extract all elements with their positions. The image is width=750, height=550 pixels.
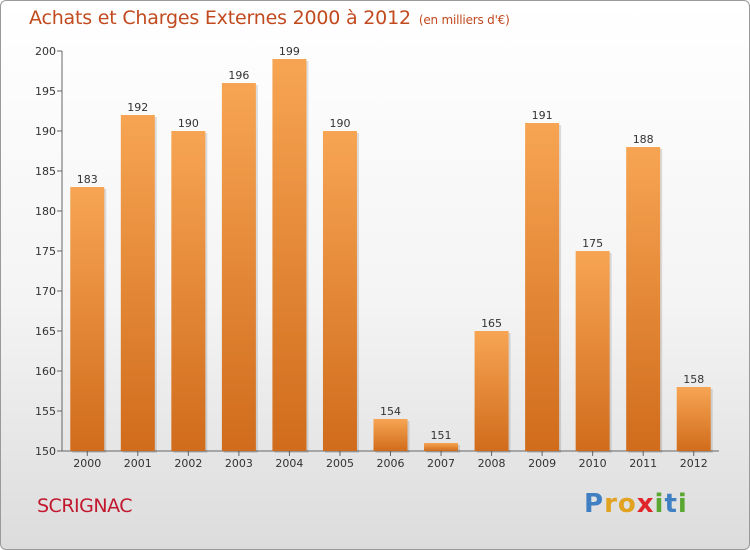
y-tick-label: 165 bbox=[35, 325, 56, 338]
y-tick-label: 195 bbox=[35, 85, 56, 98]
bar-value-label: 199 bbox=[279, 45, 300, 58]
x-tick-label: 2008 bbox=[478, 457, 506, 470]
x-tick-label: 2011 bbox=[629, 457, 657, 470]
proxiti-logo[interactable]: Proxiti bbox=[584, 489, 688, 519]
x-tick-label: 2009 bbox=[528, 457, 556, 470]
y-tick-label: 190 bbox=[35, 125, 56, 138]
logo-letter: r bbox=[604, 489, 618, 519]
y-tick-label: 180 bbox=[35, 205, 56, 218]
x-tick-label: 2004 bbox=[275, 457, 303, 470]
title-text: Achats et Charges Externes 2000 à 2012 bbox=[29, 7, 411, 29]
bars bbox=[70, 59, 713, 453]
bar bbox=[424, 443, 459, 451]
x-tick-label: 2002 bbox=[174, 457, 202, 470]
x-tick-label: 2006 bbox=[377, 457, 405, 470]
x-tick-label: 2003 bbox=[225, 457, 253, 470]
x-tick-label: 2001 bbox=[124, 457, 152, 470]
x-tick-label: 2012 bbox=[680, 457, 708, 470]
y-tick-label: 150 bbox=[35, 445, 56, 458]
logo-letter: i bbox=[654, 489, 665, 519]
bar-value-label: 190 bbox=[329, 117, 350, 130]
y-tick-label: 200 bbox=[35, 45, 56, 58]
y-tick-label: 170 bbox=[35, 285, 56, 298]
chart-title: Achats et Charges Externes 2000 à 2012 (e… bbox=[29, 7, 510, 29]
bar-value-label: 151 bbox=[431, 429, 452, 442]
labels: 183 2000 192 2001 190 2002 196 2003 199 2004 190 20… bbox=[73, 45, 707, 470]
y-tick-label: 185 bbox=[35, 165, 56, 178]
bar bbox=[525, 123, 560, 451]
bar bbox=[626, 147, 661, 451]
x-tick-label: 2005 bbox=[326, 457, 354, 470]
unit-label: (en milliers d'€) bbox=[418, 13, 510, 27]
bar bbox=[322, 131, 357, 451]
bar-value-label: 191 bbox=[532, 109, 553, 122]
logo-letter: o bbox=[617, 489, 637, 519]
bar-value-label: 175 bbox=[582, 237, 603, 250]
bar bbox=[676, 387, 711, 451]
y-tick-label: 155 bbox=[35, 405, 56, 418]
bar-value-label: 183 bbox=[77, 173, 98, 186]
bar bbox=[171, 131, 206, 451]
bar-value-label: 192 bbox=[127, 101, 148, 114]
bar bbox=[120, 115, 155, 451]
logo-letter: i bbox=[677, 489, 688, 519]
x-tick-label: 2007 bbox=[427, 457, 455, 470]
logo-letter: t bbox=[664, 489, 678, 519]
bar-value-label: 188 bbox=[633, 133, 654, 146]
bar-value-label: 196 bbox=[228, 69, 249, 82]
x-tick-label: 2010 bbox=[579, 457, 607, 470]
bar bbox=[70, 187, 105, 451]
y-tick-label: 160 bbox=[35, 365, 56, 378]
x-tick-label: 2000 bbox=[73, 457, 101, 470]
bar-value-label: 190 bbox=[178, 117, 199, 130]
bar bbox=[474, 331, 509, 451]
bar-value-label: 158 bbox=[683, 373, 704, 386]
bar bbox=[221, 83, 256, 451]
bar bbox=[272, 59, 307, 451]
logo-letter: P bbox=[584, 489, 605, 519]
logo-letter: x bbox=[636, 489, 655, 519]
y-tick-label: 175 bbox=[35, 245, 56, 258]
bar bbox=[373, 419, 408, 451]
bar bbox=[575, 251, 610, 451]
bar-value-label: 165 bbox=[481, 317, 502, 330]
commune-name: SCRIGNAC bbox=[37, 495, 133, 517]
bar-value-label: 154 bbox=[380, 405, 401, 418]
